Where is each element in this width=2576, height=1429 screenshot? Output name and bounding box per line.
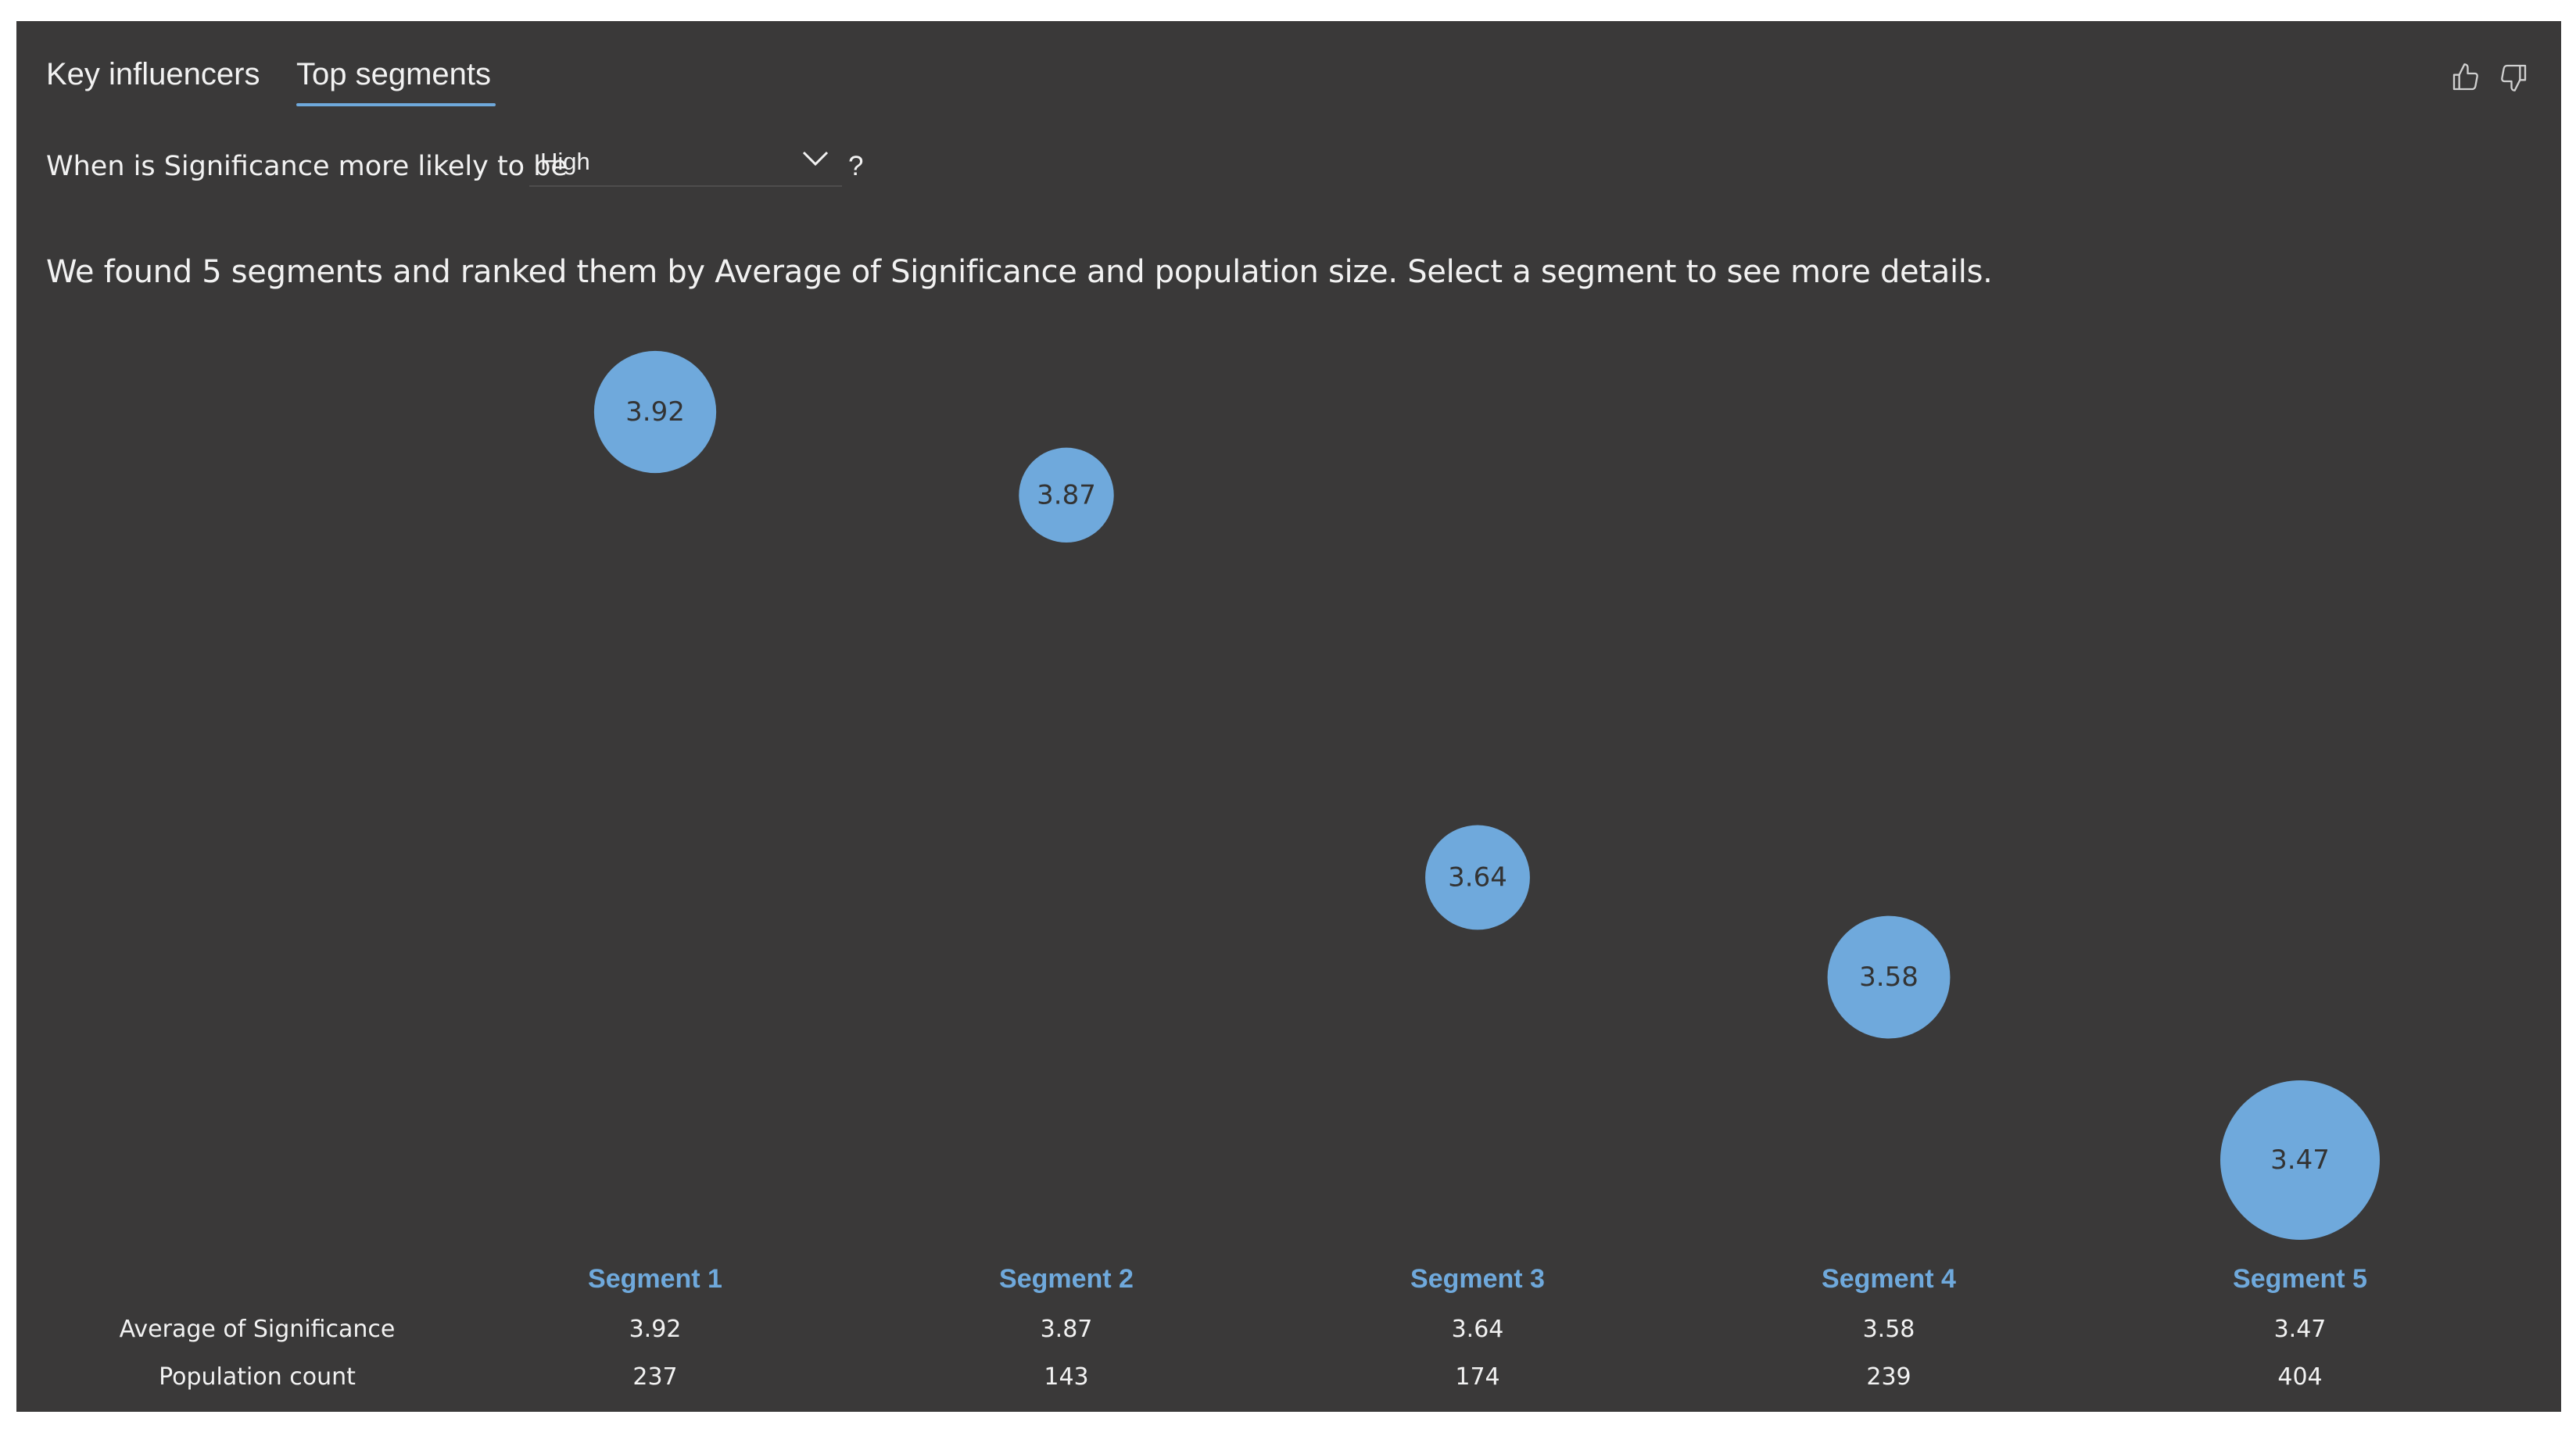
segment-bubble-4[interactable] — [1827, 915, 1951, 1039]
chevron-down-icon — [802, 151, 829, 167]
segment-label-2[interactable]: Segment 2 — [999, 1264, 1134, 1294]
population-value-cell: 239 — [1866, 1363, 1911, 1391]
thumbs-down-icon[interactable] — [2498, 62, 2529, 93]
segment-bubble-chart: 3.923.873.643.583.47 — [593, 350, 2380, 1240]
tab-key-influencers[interactable]: Key influencers — [46, 57, 260, 91]
segment-bubble-5[interactable] — [2220, 1080, 2380, 1240]
segment-label-4[interactable]: Segment 4 — [1822, 1264, 1956, 1294]
segment-label-1[interactable]: Segment 1 — [588, 1264, 722, 1294]
avg-value-cell: 3.47 — [2273, 1316, 2327, 1343]
thumbs-up-icon[interactable] — [2450, 62, 2481, 93]
population-value-cell: 404 — [2277, 1363, 2323, 1391]
question-prefix-text: When is Significance more likely to be — [46, 151, 568, 182]
population-value-cell: 143 — [1044, 1363, 1089, 1391]
population-row-label: Population count — [159, 1363, 356, 1391]
segment-bubble-2[interactable] — [1019, 447, 1114, 543]
segment-label-5[interactable]: Segment 5 — [2233, 1264, 2367, 1294]
summary-text: We found 5 segments and ranked them by A… — [46, 254, 1993, 290]
tab-top-segments[interactable]: Top segments — [296, 57, 492, 91]
population-value-cell: 237 — [632, 1363, 678, 1391]
segment-bubble-3[interactable] — [1425, 825, 1530, 930]
active-tab-indicator — [296, 103, 496, 106]
avg-value-cell: 3.64 — [1451, 1316, 1504, 1343]
population-value-cell: 174 — [1455, 1363, 1500, 1391]
avg-value-cell: 3.58 — [1862, 1316, 1915, 1343]
target-value-dropdown[interactable]: High — [529, 120, 842, 187]
segment-label-3[interactable]: Segment 3 — [1410, 1264, 1545, 1294]
question-mark: ? — [848, 151, 864, 181]
top-segments-panel: Key influencers Top segments When is Sig… — [16, 21, 2561, 1412]
segment-bubble-1[interactable] — [593, 350, 717, 474]
avg-row-label: Average of Significance — [119, 1316, 396, 1343]
avg-value-cell: 3.87 — [1040, 1316, 1093, 1343]
dropdown-selected-value: High — [540, 148, 590, 175]
avg-value-cell: 3.92 — [629, 1316, 682, 1343]
